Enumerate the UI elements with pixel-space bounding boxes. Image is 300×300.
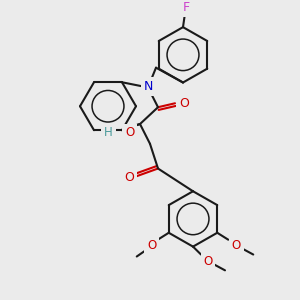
Text: O: O [232, 239, 241, 252]
Text: F: F [182, 1, 190, 14]
Text: O: O [124, 171, 134, 184]
Text: O: O [203, 255, 213, 268]
Text: H: H [104, 126, 113, 140]
Text: O: O [147, 239, 156, 252]
Text: O: O [179, 97, 189, 110]
Text: O: O [125, 126, 134, 140]
Text: N: N [143, 80, 153, 93]
